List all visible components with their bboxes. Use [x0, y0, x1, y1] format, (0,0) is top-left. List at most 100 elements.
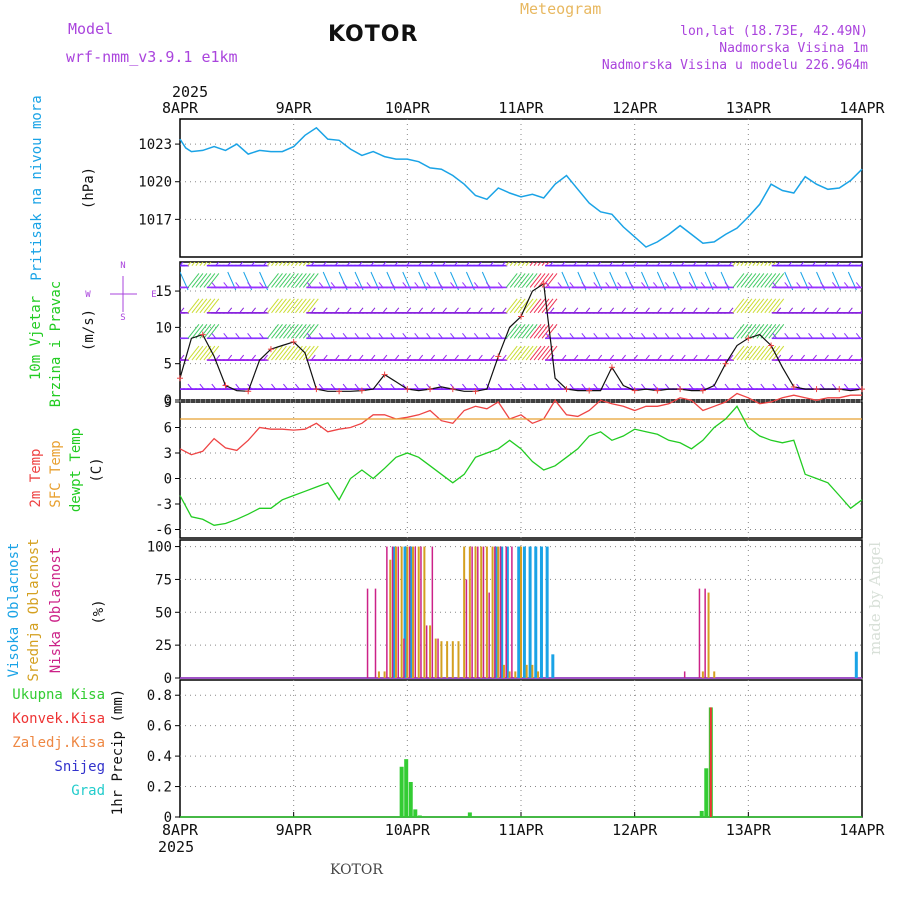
precip-legend-item: Zaledj.Kisa [12, 735, 105, 751]
wind-barb-tick [251, 307, 257, 314]
wind-barb-tick [430, 354, 436, 361]
wind-barb-tick [462, 332, 467, 339]
pressure-unit: (hPa) [81, 167, 97, 209]
cloud-bar [429, 625, 432, 678]
wind-barb [764, 298, 777, 314]
wind-barb-tick [346, 307, 352, 314]
wind-barb-tick [859, 309, 862, 314]
wind-barb-tick [597, 262, 602, 266]
wind-barb-tick [477, 307, 483, 314]
wind-barb-tick [334, 307, 340, 314]
x-tick-label-top: 11APR [498, 99, 544, 117]
cloud-bar [494, 546, 496, 678]
wind-barb-tick [676, 282, 682, 288]
wind-barb [760, 298, 773, 314]
wind-barb-tick [843, 332, 849, 339]
wind-barb-tick [700, 332, 706, 339]
wind-barb [195, 345, 208, 361]
wind-barb [748, 298, 761, 314]
wind-barb-tick [354, 332, 360, 339]
y-tick-label: 0.8 [147, 688, 172, 704]
wind-barb-tick [489, 307, 495, 314]
wind-barb-tick [211, 383, 217, 390]
wind-barb-tick [366, 332, 372, 339]
x-tick-label-bottom: 13APR [726, 821, 772, 839]
wind-barb-tick [629, 282, 634, 288]
wind-barb [537, 273, 550, 288]
wind-barb-tick [382, 262, 387, 266]
wind-barb [271, 323, 283, 339]
wind-barb-tick [704, 307, 710, 314]
wind-barb-tick [609, 354, 615, 361]
wind-barb-tick [832, 332, 837, 339]
x-tick-label-top: 8APR [162, 99, 199, 117]
wind-barb-tick [760, 383, 766, 390]
wind-barb-tick [310, 354, 316, 361]
y-tick-label: 1020 [138, 175, 172, 191]
wind-barb-tick [180, 354, 185, 361]
wind-barb [521, 345, 534, 361]
wind-barb-tick [855, 332, 861, 339]
wind-barb-tick [473, 383, 479, 390]
cloud-bar [707, 592, 710, 678]
wind-barb [271, 298, 283, 314]
wind-barb-tick [843, 282, 849, 288]
cloud-low-label: Niska Oblacnost [48, 547, 64, 673]
wind-barb [298, 273, 311, 288]
wind-barb-tick [581, 282, 587, 288]
wind-barb-tick [776, 262, 781, 266]
cloud-bar [408, 546, 411, 678]
wind-barb [279, 323, 291, 339]
cloud-bar [457, 641, 460, 678]
wind-barb-tick [724, 332, 730, 339]
wind-barb [191, 323, 204, 339]
wind-barb [283, 298, 295, 314]
wind-barb [768, 323, 781, 339]
wind-barb [764, 273, 777, 288]
wind-barb [306, 262, 311, 266]
wind-barb [306, 298, 319, 314]
cloud-bar [474, 546, 477, 678]
wind-barb-tick [812, 354, 817, 361]
wind-barb-tick [549, 262, 554, 266]
wind-barb [744, 345, 757, 361]
wind-barb [298, 298, 311, 314]
wind-barb-tick [605, 383, 611, 390]
wind-barb [207, 262, 212, 266]
wind-barb-tick [617, 332, 622, 339]
wind-barb [294, 273, 307, 288]
wind-barb-tick [692, 262, 697, 266]
wind-barb [275, 298, 287, 314]
y-tick-label: 0.2 [147, 780, 172, 796]
model-label: Model [68, 20, 114, 38]
wind-barb-tick [426, 282, 432, 288]
wind-barb-tick [784, 282, 790, 288]
wind-barb-tick [712, 282, 718, 288]
wind-barb-tick [318, 332, 324, 339]
wind-barb-tick [450, 282, 455, 288]
wind-barb-tick [545, 383, 551, 390]
wind-barb [267, 273, 279, 288]
wind-barb [271, 273, 283, 288]
wind-barb-tick [223, 282, 229, 288]
cloud-bar [485, 546, 488, 678]
wind-barb-tick [259, 282, 264, 288]
wind-barb-tick [382, 354, 388, 361]
wind-barb-tick [370, 307, 376, 314]
wind-barb [748, 323, 761, 339]
wind-barb-tick [227, 307, 233, 314]
wind-barb-tick [796, 332, 802, 339]
wind-barb-tick [776, 354, 782, 361]
y-tick-label: 1017 [138, 212, 172, 228]
cloud-bar [374, 588, 377, 678]
wind-barb [764, 262, 769, 266]
wind-barb [533, 273, 546, 288]
wind-barb-tick [641, 383, 646, 390]
coords-label: lon,lat (18.73E, 42.49N) [680, 24, 868, 39]
wind-barb-tick [712, 332, 718, 339]
wind-barb-tick [847, 354, 853, 361]
wind-barb-tick [378, 332, 384, 339]
wind-barb-tick [617, 383, 622, 390]
page-title: KOTOR [328, 22, 419, 47]
wind-barb [283, 262, 287, 266]
